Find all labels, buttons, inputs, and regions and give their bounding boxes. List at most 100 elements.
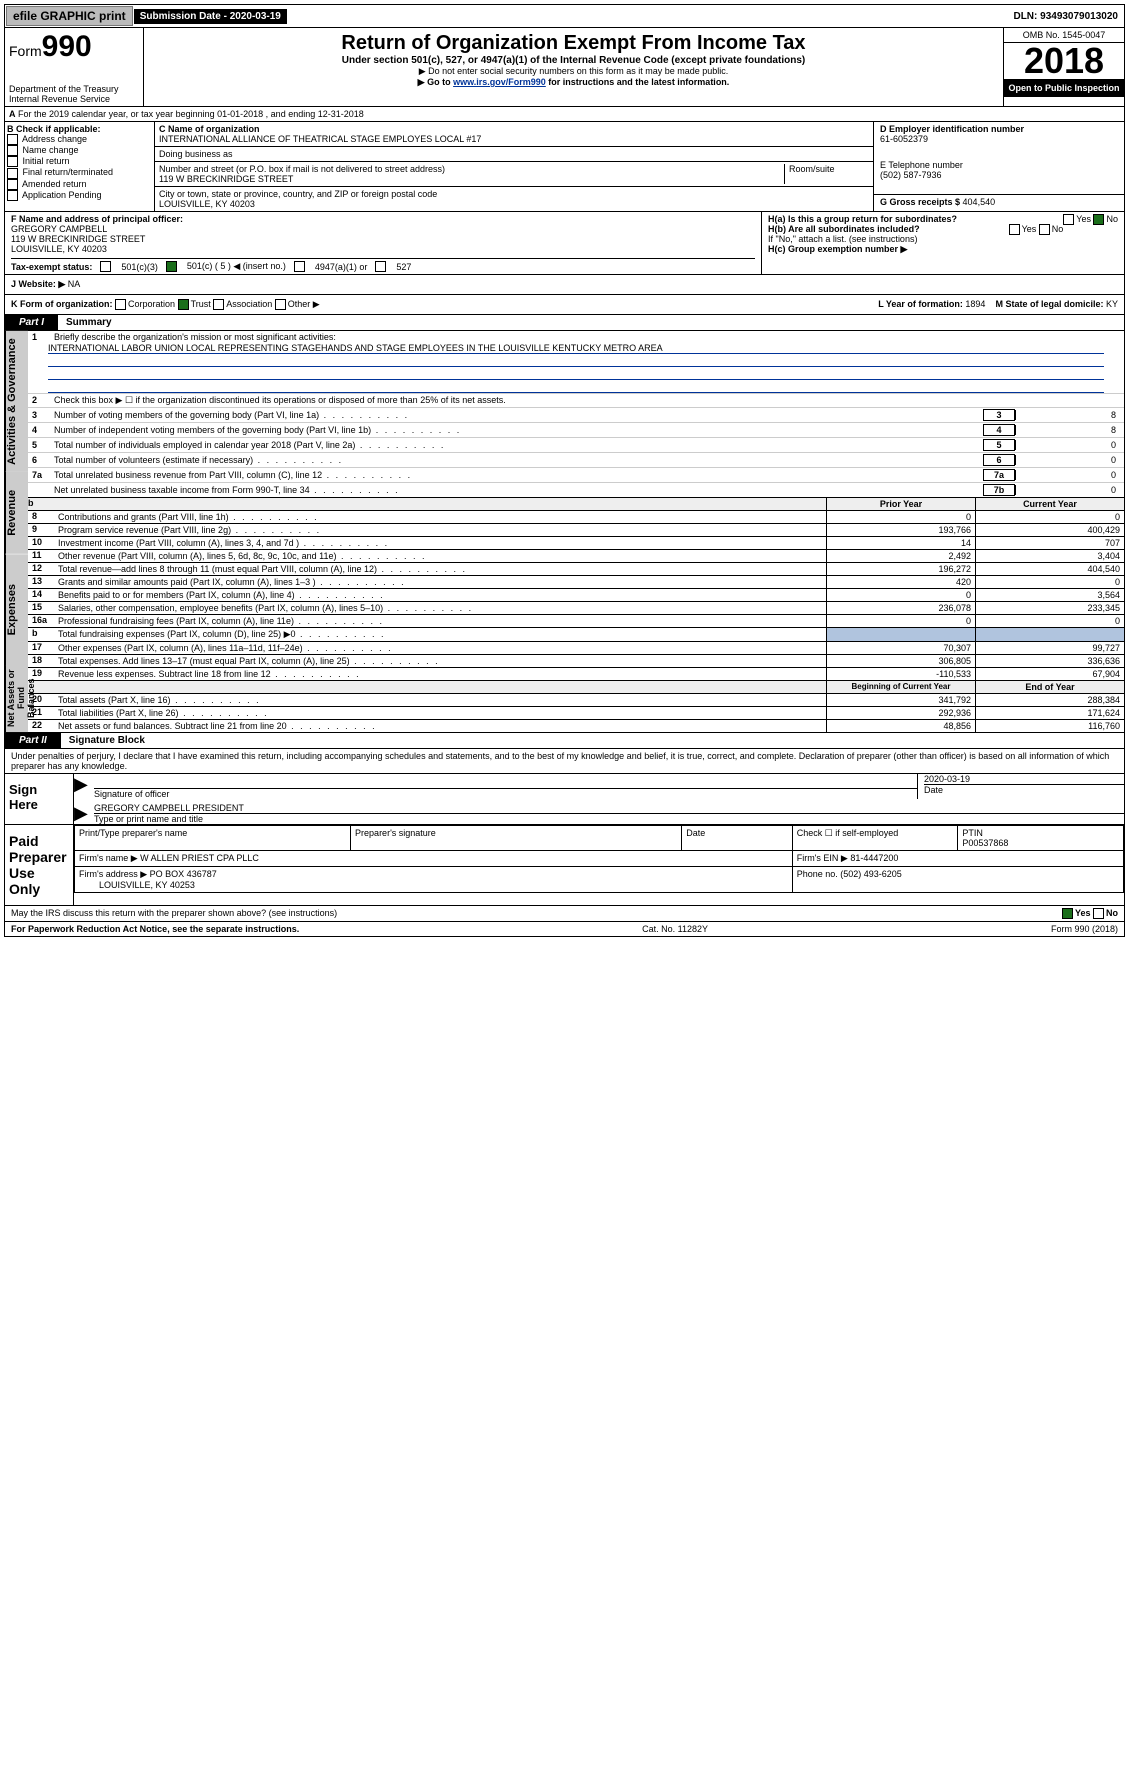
group-exemption-label: H(c) Group exemption number ▶ bbox=[768, 244, 1118, 255]
subordinates-label: H(b) Are all subordinates included? Yes … bbox=[768, 224, 1118, 234]
tax-exempt-label: Tax-exempt status: bbox=[11, 262, 92, 272]
current-value: 400,429 bbox=[975, 524, 1124, 536]
firm-name: W ALLEN PRIEST CPA PLLC bbox=[140, 853, 259, 863]
line-value: 0 bbox=[1015, 440, 1120, 450]
checkbox-other[interactable] bbox=[275, 299, 286, 310]
org-name: INTERNATIONAL ALLIANCE OF THEATRICAL STA… bbox=[159, 134, 869, 144]
current-value: 3,564 bbox=[975, 589, 1124, 601]
firm-city: LOUISVILLE, KY 40253 bbox=[99, 880, 195, 890]
part2-header: Part II Signature Block bbox=[4, 733, 1125, 749]
line-value: 8 bbox=[1015, 425, 1120, 435]
org-name-label: C Name of organization bbox=[159, 124, 869, 134]
current-value: 0 bbox=[975, 511, 1124, 523]
firm-phone: (502) 493-6205 bbox=[840, 869, 902, 879]
self-employed-check: Check ☐ if self-employed bbox=[792, 826, 958, 851]
checkbox-ha-yes[interactable] bbox=[1063, 214, 1074, 225]
officer-name: GREGORY CAMPBELL bbox=[11, 224, 755, 234]
gross-receipts-value: 404,540 bbox=[963, 197, 996, 207]
current-value: 404,540 bbox=[975, 563, 1124, 575]
line-text: Benefits paid to or for members (Part IX… bbox=[54, 589, 826, 601]
line-text: Total liabilities (Part X, line 26) bbox=[54, 707, 826, 719]
main-info-block: B Check if applicable: Address change Na… bbox=[4, 122, 1125, 212]
line-text: Investment income (Part VIII, column (A)… bbox=[54, 537, 826, 549]
line-text: Total expenses. Add lines 13–17 (must eq… bbox=[54, 655, 826, 667]
checkbox-501c3[interactable] bbox=[100, 261, 111, 272]
perjury-text: Under penalties of perjury, I declare th… bbox=[4, 749, 1125, 774]
line-text: Other revenue (Part VIII, column (A), li… bbox=[54, 550, 826, 562]
type-name-label: Type or print name and title bbox=[94, 814, 1124, 824]
begin-year-header: Beginning of Current Year bbox=[826, 681, 975, 693]
prior-value: 0 bbox=[826, 615, 975, 627]
current-value: 67,904 bbox=[975, 668, 1124, 680]
line-text: Grants and similar amounts paid (Part IX… bbox=[54, 576, 826, 588]
current-value: 707 bbox=[975, 537, 1124, 549]
checkbox-corp[interactable] bbox=[115, 299, 126, 310]
section-a: A For the 2019 calendar year, or tax yea… bbox=[4, 107, 1125, 122]
ptin-value: P00537868 bbox=[962, 838, 1008, 848]
prior-value: 193,766 bbox=[826, 524, 975, 536]
current-value: 99,727 bbox=[975, 642, 1124, 654]
line-text: Total number of volunteers (estimate if … bbox=[54, 455, 983, 465]
checkbox-527[interactable] bbox=[375, 261, 386, 272]
website-value: NA bbox=[68, 279, 81, 289]
prior-value: 70,307 bbox=[826, 642, 975, 654]
checkbox-b-item[interactable] bbox=[7, 134, 18, 145]
checkbox-hb-yes[interactable] bbox=[1009, 224, 1020, 235]
checkbox-4947[interactable] bbox=[294, 261, 305, 272]
form-subtitle: Under section 501(c), 527, or 4947(a)(1)… bbox=[148, 55, 999, 66]
form-footer: For Paperwork Reduction Act Notice, see … bbox=[4, 922, 1125, 937]
checkbox-discuss-yes[interactable] bbox=[1062, 908, 1073, 919]
efile-button[interactable]: efile GRAPHIC print bbox=[6, 6, 133, 26]
part1-body: Activities & Governance Revenue Expenses… bbox=[4, 331, 1125, 733]
line-box: 3 bbox=[983, 409, 1015, 421]
ein-value: 61-6052379 bbox=[880, 134, 1118, 144]
checkbox-b-item[interactable] bbox=[7, 168, 18, 179]
room-suite-label: Room/suite bbox=[784, 164, 869, 184]
current-value: 0 bbox=[975, 576, 1124, 588]
checkbox-b-item[interactable] bbox=[7, 190, 18, 201]
website-row: J Website: ▶ NA bbox=[4, 275, 1125, 295]
state-domicile: KY bbox=[1106, 299, 1118, 309]
form-header: Form990 Department of the Treasury Inter… bbox=[4, 28, 1125, 107]
prior-value: 306,805 bbox=[826, 655, 975, 667]
addr-label: Number and street (or P.O. box if mail i… bbox=[159, 164, 784, 174]
current-value: 171,624 bbox=[975, 707, 1124, 719]
checkbox-assoc[interactable] bbox=[213, 299, 224, 310]
prior-value: 196,272 bbox=[826, 563, 975, 575]
checkbox-b-item[interactable] bbox=[7, 179, 18, 190]
current-year-header: Current Year bbox=[975, 498, 1124, 510]
checkbox-ha-no[interactable] bbox=[1093, 214, 1104, 225]
firm-ein: 81-4447200 bbox=[850, 853, 898, 863]
line-value: 0 bbox=[1015, 470, 1120, 480]
line2-label: Check this box ▶ ☐ if the organization d… bbox=[54, 395, 1120, 406]
officer-addr1: 119 W BRECKINRIDGE STREET bbox=[11, 234, 755, 244]
year-formation: 1894 bbox=[965, 299, 985, 309]
dba-label: Doing business as bbox=[159, 149, 869, 159]
line-text: Total assets (Part X, line 16) bbox=[54, 694, 826, 706]
print-name-label: Print/Type preparer's name bbox=[75, 826, 351, 851]
vtab-net-assets: Net Assets or Fund Balances bbox=[5, 665, 28, 732]
discuss-row: May the IRS discuss this return with the… bbox=[4, 906, 1125, 922]
checkbox-discuss-no[interactable] bbox=[1093, 908, 1104, 919]
form-note-1: ▶ Do not enter social security numbers o… bbox=[148, 66, 999, 77]
checkbox-b-item[interactable] bbox=[7, 145, 18, 156]
prior-value bbox=[826, 628, 975, 641]
line-text: Number of voting members of the governin… bbox=[54, 410, 983, 420]
city-state-zip: LOUISVILLE, KY 40203 bbox=[159, 199, 869, 209]
checkbox-b-item[interactable] bbox=[7, 156, 18, 167]
tax-year: 2018 bbox=[1004, 43, 1124, 79]
checkbox-hb-no[interactable] bbox=[1039, 224, 1050, 235]
current-value: 116,760 bbox=[975, 720, 1124, 732]
checkbox-trust[interactable] bbox=[178, 299, 189, 310]
prior-value: 48,856 bbox=[826, 720, 975, 732]
telephone-label: E Telephone number bbox=[880, 160, 1118, 170]
irs-link[interactable]: www.irs.gov/Form990 bbox=[453, 77, 546, 87]
line-text: Number of independent voting members of … bbox=[54, 425, 983, 435]
form-org-row: K Form of organization: Corporation Trus… bbox=[4, 295, 1125, 315]
prior-value: 420 bbox=[826, 576, 975, 588]
line-text: Total fundraising expenses (Part IX, col… bbox=[54, 628, 826, 641]
officer-addr2: LOUISVILLE, KY 40203 bbox=[11, 244, 755, 254]
form-note-2: ▶ Go to www.irs.gov/Form990 for instruct… bbox=[148, 77, 999, 88]
checkbox-501c[interactable] bbox=[166, 261, 177, 272]
date-label: Date bbox=[924, 785, 1124, 795]
